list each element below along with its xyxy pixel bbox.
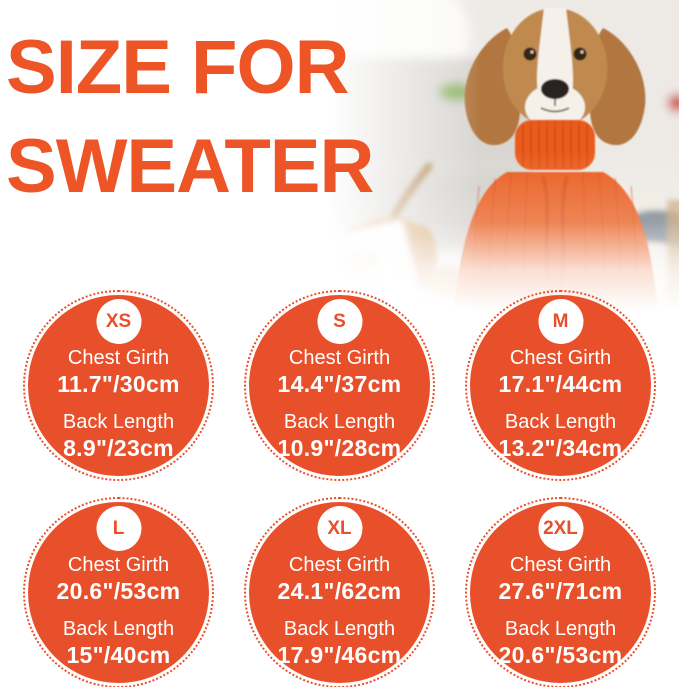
back-length-value: 13.2"/34cm <box>498 435 623 461</box>
size-circle-l: L Chest Girth 20.6"/53cm Back Length 15"… <box>23 497 214 687</box>
size-badge: M <box>538 299 583 344</box>
back-length-value: 8.9"/23cm <box>63 435 174 461</box>
size-chart: XS Chest Girth 11.7"/30cm Back Length 8.… <box>0 290 679 687</box>
back-length-value: 10.9"/28cm <box>277 435 402 461</box>
size-badge: S <box>317 299 362 344</box>
size-circle-s: S Chest Girth 14.4"/37cm Back Length 10.… <box>244 290 435 481</box>
beagle-photo <box>239 0 679 310</box>
size-circle-2xl: 2XL Chest Girth 27.6"/71cm Back Length 2… <box>465 497 656 687</box>
back-length-label: Back Length <box>283 411 396 433</box>
back-length-value: 20.6"/53cm <box>498 642 623 668</box>
chest-girth-label: Chest Girth <box>509 347 612 369</box>
size-badge: XS <box>96 299 141 344</box>
size-circle-xs: XS Chest Girth 11.7"/30cm Back Length 8.… <box>23 290 214 481</box>
chest-girth-label: Chest Girth <box>288 554 391 576</box>
chest-girth-value: 27.6"/71cm <box>498 578 623 604</box>
back-length-label: Back Length <box>283 618 396 640</box>
chest-girth-label: Chest Girth <box>509 554 612 576</box>
chest-girth-label: Chest Girth <box>67 554 170 576</box>
chest-girth-value: 14.4"/37cm <box>277 371 402 397</box>
photo-bottom-fade <box>239 150 679 310</box>
back-length-label: Back Length <box>504 618 617 640</box>
size-badge: 2XL <box>538 506 583 551</box>
chest-girth-value: 20.6"/53cm <box>56 578 181 604</box>
title-line-2: SWEATER <box>6 124 374 209</box>
back-length-value: 15"/40cm <box>66 642 171 668</box>
title-line-1: SIZE FOR <box>6 25 349 110</box>
chest-girth-label: Chest Girth <box>67 347 170 369</box>
back-length-label: Back Length <box>62 618 175 640</box>
size-circle-m: M Chest Girth 17.1"/44cm Back Length 13.… <box>465 290 656 481</box>
chest-girth-value: 17.1"/44cm <box>498 371 623 397</box>
size-badge: L <box>96 506 141 551</box>
chest-girth-value: 11.7"/30cm <box>57 371 180 397</box>
chest-girth-value: 24.1"/62cm <box>277 578 402 604</box>
size-circle-xl: XL Chest Girth 24.1"/62cm Back Length 17… <box>244 497 435 687</box>
chest-girth-label: Chest Girth <box>288 347 391 369</box>
size-badge: XL <box>317 506 362 551</box>
back-length-label: Back Length <box>504 411 617 433</box>
back-length-label: Back Length <box>62 411 175 433</box>
page-title: SIZE FOR SWEATER <box>6 18 374 216</box>
back-length-value: 17.9"/46cm <box>277 642 402 668</box>
